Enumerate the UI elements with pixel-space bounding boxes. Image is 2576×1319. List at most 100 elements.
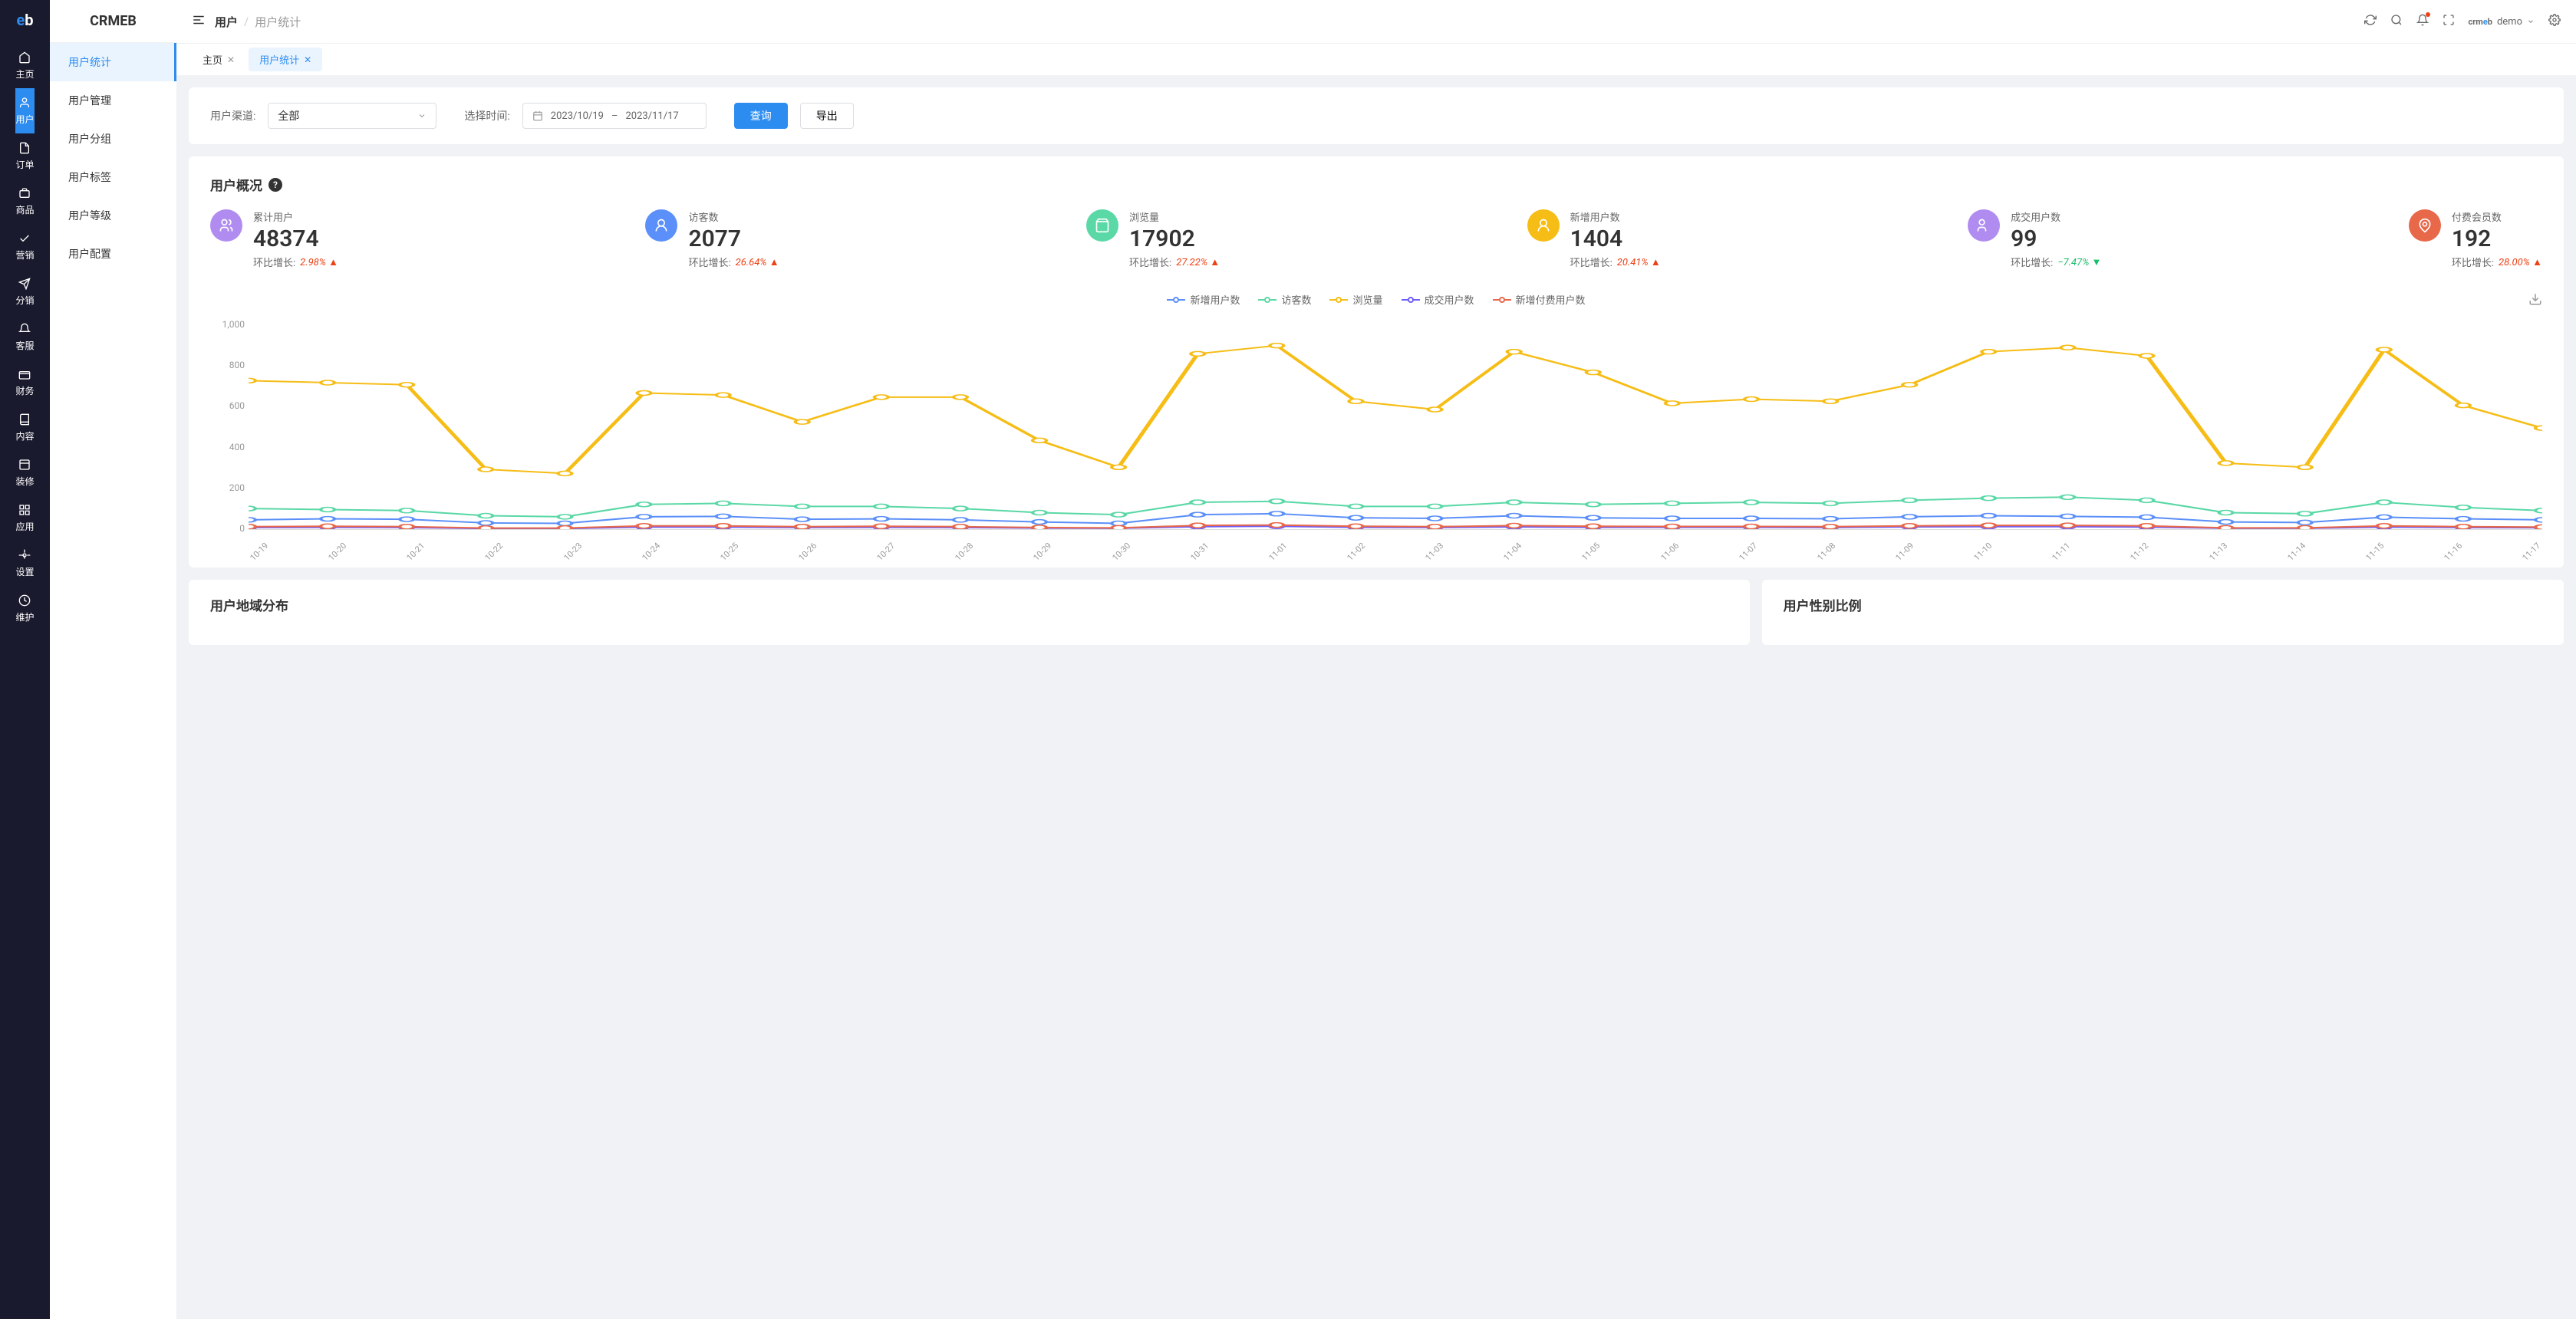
- date-range-picker[interactable]: 2023/10/19 – 2023/11/17: [522, 103, 707, 129]
- chevron-down-icon: [2527, 18, 2535, 25]
- chevron-down-icon: [417, 111, 427, 120]
- gender-card: 用户性别比例: [1762, 580, 2564, 645]
- breadcrumb-root[interactable]: 用户: [215, 14, 238, 30]
- stat-icon: [210, 209, 242, 242]
- settings-icon[interactable]: [2548, 14, 2561, 29]
- bell-icon[interactable]: [2416, 14, 2429, 29]
- light-sidebar: CRMEB 用户统计用户管理用户分组用户标签用户等级用户配置: [50, 0, 176, 1319]
- stat-item: 新增用户数 1404 环比增长: 20.41% ▲: [1527, 209, 1661, 269]
- stat-value: 2077: [688, 225, 779, 253]
- stat-icon: [1968, 209, 2000, 242]
- app-icon: [18, 503, 31, 517]
- filter-card: 用户渠道: 全部 选择时间: 2023/10/19 – 2023/11/17 查…: [189, 87, 2564, 144]
- product-icon: [18, 186, 31, 200]
- line-chart: 1,0008006004002000 10-1910-2010-2110-221…: [210, 319, 2542, 549]
- stat-label: 累计用户: [253, 209, 338, 224]
- refresh-icon[interactable]: [2364, 14, 2377, 29]
- chart-legend: 新增用户数 访客数 浏览量 成交用户数 新增付费用户数: [210, 292, 2542, 307]
- stat-icon: [1086, 209, 1118, 242]
- stat-value: 99: [2011, 225, 2101, 253]
- close-icon[interactable]: ✕: [227, 54, 235, 65]
- stat-value: 48374: [253, 225, 338, 253]
- tab[interactable]: 用户统计✕: [249, 48, 322, 71]
- stat-item: 浏览量 17902 环比增长: 27.22% ▲: [1086, 209, 1220, 269]
- nav-maintain[interactable]: 维护: [15, 586, 34, 631]
- legend-item[interactable]: 浏览量: [1329, 292, 1382, 307]
- nav-finance[interactable]: 财务: [15, 360, 34, 405]
- brand-label: CRMEB: [50, 0, 176, 43]
- subnav-item[interactable]: 用户分组: [50, 120, 176, 158]
- help-icon[interactable]: ?: [268, 178, 282, 192]
- nav-product[interactable]: 商品: [15, 179, 34, 224]
- service-icon: [18, 322, 31, 336]
- query-button[interactable]: 查询: [734, 103, 788, 129]
- search-icon[interactable]: [2390, 14, 2403, 29]
- maintain-icon: [18, 594, 31, 607]
- fullscreen-icon[interactable]: [2443, 14, 2455, 29]
- export-button[interactable]: 导出: [800, 103, 854, 129]
- dist-icon: [18, 277, 31, 291]
- nav-dist[interactable]: 分销: [15, 269, 34, 314]
- content-icon: [18, 413, 31, 426]
- legend-item[interactable]: 成交用户数: [1402, 292, 1474, 307]
- user-icon: [18, 96, 31, 110]
- decor-icon: [18, 458, 31, 472]
- dark-sidebar: eb 主页用户订单商品营销分销客服财务内容装修应用设置维护: [0, 0, 50, 1319]
- nav-content[interactable]: 内容: [15, 405, 34, 450]
- tab-bar: 主页✕用户统计✕: [176, 43, 2576, 75]
- stat-value: 192: [2452, 225, 2542, 253]
- stat-icon: [2409, 209, 2441, 242]
- time-label: 选择时间:: [464, 108, 509, 123]
- stat-item: 成交用户数 99 环比增长: −7.47% ▼: [1968, 209, 2101, 269]
- breadcrumb: 用户 / 用户统计: [215, 14, 301, 30]
- stat-item: 累计用户 48374 环比增长: 2.98% ▲: [210, 209, 338, 269]
- overview-title: 用户概况 ?: [210, 175, 2542, 194]
- stat-label: 新增用户数: [1570, 209, 1661, 224]
- subnav-item[interactable]: 用户配置: [50, 235, 176, 273]
- stat-item: 付费会员数 192 环比增长: 28.00% ▲: [2409, 209, 2542, 269]
- close-icon[interactable]: ✕: [304, 54, 311, 65]
- logo: eb: [12, 6, 39, 34]
- stat-label: 访客数: [688, 209, 779, 224]
- topbar: 用户 / 用户统计 crmeb demo: [176, 0, 2576, 43]
- channel-label: 用户渠道:: [210, 108, 255, 123]
- gender-title: 用户性别比例: [1784, 595, 2542, 614]
- stat-icon: [1527, 209, 1560, 242]
- nav-setting[interactable]: 设置: [15, 541, 34, 586]
- stat-label: 浏览量: [1129, 209, 1220, 224]
- marketing-icon: [18, 232, 31, 245]
- stat-value: 17902: [1129, 225, 1220, 253]
- download-icon[interactable]: [2528, 292, 2542, 309]
- stat-label: 付费会员数: [2452, 209, 2542, 224]
- home-icon: [18, 51, 31, 64]
- subnav-item[interactable]: 用户标签: [50, 158, 176, 196]
- breadcrumb-current: 用户统计: [255, 14, 301, 30]
- nav-app[interactable]: 应用: [15, 495, 34, 541]
- setting-icon: [18, 548, 31, 562]
- nav-user[interactable]: 用户: [15, 88, 34, 133]
- channel-select[interactable]: 全部: [268, 103, 436, 129]
- subnav-item[interactable]: 用户等级: [50, 196, 176, 235]
- nav-marketing[interactable]: 营销: [15, 224, 34, 269]
- finance-icon: [18, 367, 31, 381]
- stat-icon: [645, 209, 677, 242]
- subnav-item[interactable]: 用户管理: [50, 81, 176, 120]
- stat-item: 访客数 2077 环比增长: 26.64% ▲: [645, 209, 779, 269]
- nav-order[interactable]: 订单: [15, 133, 34, 179]
- legend-item[interactable]: 访客数: [1258, 292, 1311, 307]
- region-card: 用户地域分布: [189, 580, 1750, 645]
- user-menu[interactable]: crmeb demo: [2469, 16, 2535, 28]
- calendar-icon: [532, 110, 543, 121]
- order-icon: [18, 141, 31, 155]
- legend-item[interactable]: 新增用户数: [1167, 292, 1240, 307]
- overview-card: 用户概况 ? 累计用户 48374 环比增长: 2.98% ▲ 访客数 2077…: [189, 156, 2564, 567]
- stat-label: 成交用户数: [2011, 209, 2101, 224]
- legend-item[interactable]: 新增付费用户数: [1493, 292, 1586, 307]
- nav-home[interactable]: 主页: [15, 43, 34, 88]
- nav-service[interactable]: 客服: [15, 314, 34, 360]
- stat-value: 1404: [1570, 225, 1661, 253]
- tab[interactable]: 主页✕: [192, 48, 245, 71]
- nav-decor[interactable]: 装修: [15, 450, 34, 495]
- subnav-item[interactable]: 用户统计: [50, 43, 176, 81]
- menu-toggle-icon[interactable]: [192, 13, 206, 30]
